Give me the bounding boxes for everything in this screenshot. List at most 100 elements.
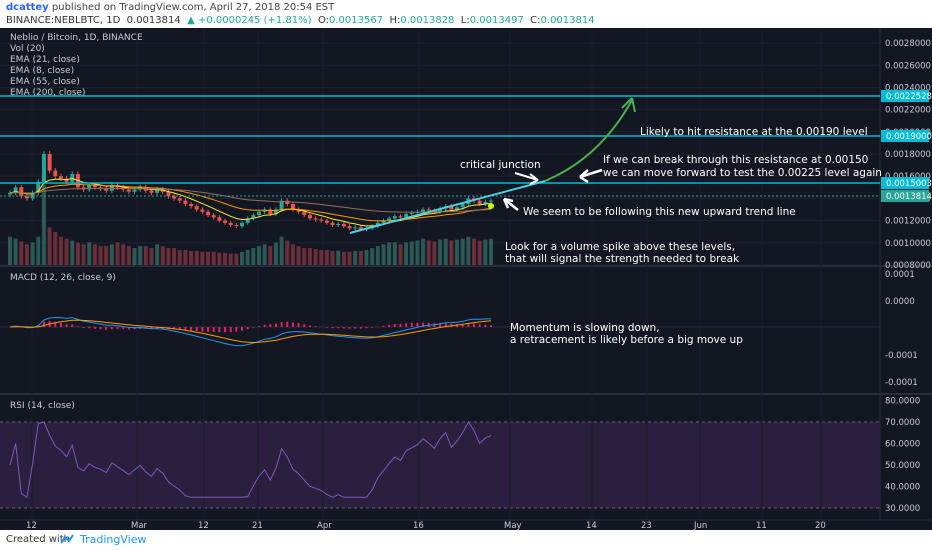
candle <box>149 190 154 193</box>
candle <box>336 223 341 226</box>
candle <box>41 154 46 182</box>
candle <box>19 187 24 197</box>
volume-bar <box>104 246 109 265</box>
projection-arrow[interactable] <box>544 99 633 182</box>
candle <box>98 187 103 189</box>
time-tick: 20 <box>815 521 826 530</box>
volume-bar <box>251 248 256 265</box>
volume-bar <box>296 246 301 265</box>
signal-line <box>9 319 492 344</box>
candle <box>217 217 222 221</box>
candle <box>421 209 426 212</box>
candle <box>189 203 194 207</box>
last-price: 0.0013814 <box>126 15 181 26</box>
candle <box>36 181 41 193</box>
note-break-line2: we can move forward to test the 0.00225 … <box>603 167 882 179</box>
volume-bar <box>392 242 397 265</box>
volume-bar <box>200 251 205 265</box>
candle <box>358 227 363 230</box>
tradingview-brand[interactable]: TradingView <box>80 533 147 546</box>
volume-bar <box>347 251 352 265</box>
macd-tick: -0.0001 <box>885 378 918 388</box>
candle <box>172 196 177 199</box>
volume-bar <box>240 251 245 265</box>
time-tick: 21 <box>252 521 263 530</box>
volume-bar <box>375 246 380 265</box>
chart-area[interactable]: Neblio / Bitcoin, 1D, BINANCE Vol (20) E… <box>0 28 932 530</box>
open-value: 0.0013567 <box>329 15 384 26</box>
legend-ema21: EMA (21, close) <box>10 55 80 65</box>
rsi-pane <box>9 421 492 499</box>
volume-bar <box>149 248 154 265</box>
volume-bar <box>115 242 120 265</box>
candle <box>307 215 312 219</box>
candle <box>279 200 284 210</box>
time-tick: 16 <box>413 521 424 530</box>
volume-bar <box>466 236 471 265</box>
macd-axis: 0.0001 0.0000 -0.0001 -0.0001 <box>885 270 918 388</box>
legend-title: Neblio / Bitcoin, 1D, BINANCE <box>10 33 143 43</box>
candle <box>273 209 278 214</box>
volume-bar <box>256 246 261 265</box>
price-tick: 0.0012000 <box>885 217 931 227</box>
projection-arrow-head-icon <box>621 97 636 113</box>
author-link[interactable]: dcattey <box>6 2 49 13</box>
candle <box>92 185 97 188</box>
volume-bar <box>330 250 335 265</box>
candle <box>449 206 454 210</box>
volume-bars <box>8 185 493 265</box>
volume-bar <box>279 236 284 265</box>
note-break-line1: If we can break through this resistance … <box>603 154 868 166</box>
time-tick: 12 <box>26 521 37 530</box>
volume-bar <box>155 244 160 265</box>
grid <box>0 28 880 520</box>
time-tick: 12 <box>198 521 209 530</box>
volume-bar <box>13 238 18 265</box>
ema-55-line <box>9 188 492 213</box>
candle <box>302 211 307 216</box>
candle <box>381 220 386 223</box>
volume-bar <box>41 185 46 265</box>
note-momentum-line2: a retracement is likely before a big mov… <box>510 334 743 346</box>
candle <box>489 200 493 202</box>
last-candle-marker <box>488 203 494 209</box>
volume-bar <box>92 244 97 265</box>
candle <box>166 191 171 197</box>
volume-bar <box>341 251 346 265</box>
volume-bar <box>460 238 465 265</box>
time-axis[interactable]: 12 Mar 12 21 Apr 16 May 14 23 Jun 11 20 <box>26 521 826 530</box>
volume-bar <box>217 252 222 265</box>
volume-bar <box>64 238 69 265</box>
volume-bar <box>432 241 437 265</box>
candle <box>155 189 160 193</box>
legend-ema55: EMA (55, close) <box>10 77 80 87</box>
rsi-band <box>0 422 880 508</box>
high-label: H: <box>389 15 401 26</box>
candle <box>426 209 431 211</box>
candle <box>330 222 335 226</box>
volume-bar <box>53 232 58 265</box>
price-tick: 0.0028000 <box>885 39 931 49</box>
high-value: 0.0013828 <box>400 15 455 26</box>
volume-bar <box>30 242 35 265</box>
tag-190: 0.0019000 <box>886 132 932 142</box>
note-critical-junction: critical junction <box>460 159 541 171</box>
rsi-tick: 50.0000 <box>885 461 920 471</box>
trend-line[interactable] <box>349 180 546 234</box>
candle <box>251 215 256 219</box>
volume-bar <box>319 249 324 265</box>
volume-bar <box>98 246 103 265</box>
macd-tick: -0.0001 <box>885 351 918 361</box>
volume-bar <box>172 248 177 265</box>
legend-macd: MACD (12, 26, close, 9) <box>10 273 116 283</box>
price-tick: 0.0024000 <box>885 83 931 93</box>
tag-150-bg <box>881 177 929 189</box>
legend-vol: Vol (20) <box>10 44 45 54</box>
volume-bar <box>143 246 148 265</box>
candle <box>296 209 301 212</box>
candle <box>8 192 12 195</box>
ema-21-line <box>9 183 492 222</box>
volume-bar <box>81 244 86 265</box>
volume-bar <box>426 240 431 265</box>
candle <box>126 189 131 192</box>
